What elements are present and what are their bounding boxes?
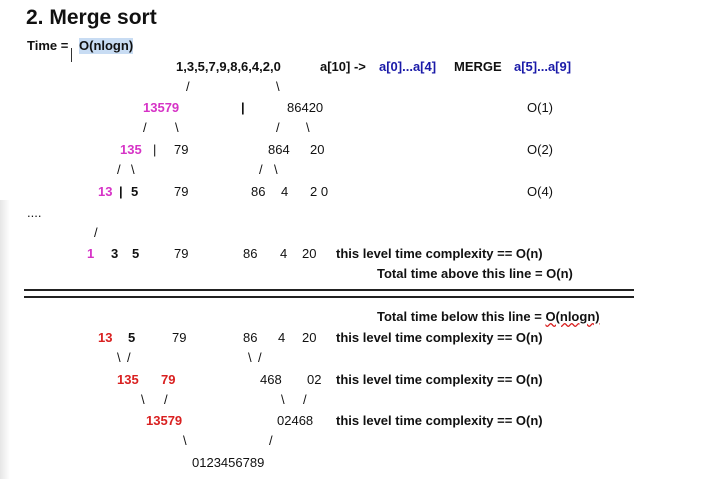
array-description: a[10] ->	[320, 59, 366, 74]
split-slash: /	[276, 120, 280, 135]
level3-divider: |	[119, 184, 123, 199]
level4-d: 79	[174, 246, 189, 261]
merge-backslash: \	[117, 350, 121, 365]
level3-a: 13	[98, 184, 113, 199]
merge1-a: 13	[98, 330, 113, 345]
split-slash: /	[143, 120, 147, 135]
level2-divider: |	[153, 142, 157, 157]
level1-right: 86420	[287, 100, 324, 115]
split-backslash: \	[276, 79, 280, 94]
level3-e: 4	[281, 184, 289, 199]
merge-slash: /	[127, 350, 131, 365]
level1-divider: |	[241, 100, 245, 115]
level1-cost: O(1)	[527, 100, 553, 115]
left-edge-shadow	[0, 200, 10, 479]
merge1-note: this level time complexity == O(n)	[336, 330, 543, 345]
total-below-value: O(nlogn)	[545, 309, 600, 324]
merge3-a: 13579	[146, 413, 183, 428]
split-backslash: \	[274, 162, 278, 177]
separator-line	[24, 289, 634, 298]
level4-e: 86	[243, 246, 258, 261]
level2-right-b: 20	[310, 142, 325, 157]
merge2-note: this level time complexity == O(n)	[336, 372, 543, 387]
sorted-result: 0123456789	[192, 455, 265, 470]
split-backslash: \	[131, 162, 135, 177]
merge-slash: /	[303, 392, 307, 407]
split-slash: /	[186, 79, 190, 94]
left-range: a[0]...a[4]	[379, 59, 437, 74]
split-backslash: \	[306, 120, 310, 135]
merge2-b: 79	[161, 372, 176, 387]
level3-cost: O(4)	[527, 184, 553, 199]
merge-backslash: \	[248, 350, 252, 365]
merge-backslash: \	[281, 392, 285, 407]
right-range: a[5]...a[9]	[514, 59, 572, 74]
level2-cost: O(2)	[527, 142, 553, 157]
section-title: 2. Merge sort	[26, 6, 157, 29]
ellipsis: ....	[27, 205, 42, 220]
level2-left-a: 135	[120, 142, 142, 157]
level3-f: 2 0	[310, 184, 329, 199]
merge1-f: 20	[302, 330, 317, 345]
merge-word: MERGE	[454, 59, 502, 74]
level3-c: 79	[174, 184, 189, 199]
total-above: Total time above this line = O(n)	[377, 266, 573, 281]
level1-left: 13579	[143, 100, 180, 115]
time-label: Time =	[27, 38, 69, 53]
level2-right-a: 864	[268, 142, 290, 157]
merge-slash: /	[258, 350, 262, 365]
merge2-a: 135	[117, 372, 139, 387]
total-below: Total time below this line = O(nlogn)	[377, 309, 600, 325]
split-slash: /	[117, 162, 121, 177]
split-slash: /	[259, 162, 263, 177]
level3-d: 86	[251, 184, 266, 199]
level4-note: this level time complexity == O(n)	[336, 246, 543, 261]
level4-c: 5	[132, 246, 140, 261]
split-slash: /	[94, 225, 98, 240]
split-backslash: \	[175, 120, 179, 135]
time-complexity-value: O(nlogn)	[79, 38, 134, 54]
merge1-b: 5	[128, 330, 136, 345]
merge3-note: this level time complexity == O(n)	[336, 413, 543, 428]
input-array: 1,3,5,7,9,8,6,4,2,0	[176, 59, 281, 74]
level4-a: 1	[87, 246, 95, 261]
merge-backslash: \	[183, 433, 187, 448]
merge-slash: /	[269, 433, 273, 448]
level4-f: 4	[280, 246, 288, 261]
level4-b: 3	[111, 246, 119, 261]
merge1-e: 4	[278, 330, 286, 345]
level2-left-b: 79	[174, 142, 189, 157]
merge2-d: 02	[307, 372, 322, 387]
level3-b: 5	[131, 184, 139, 199]
text-cursor-icon	[71, 48, 72, 62]
merge1-c: 79	[172, 330, 187, 345]
merge2-c: 468	[260, 372, 282, 387]
merge3-b: 02468	[277, 413, 314, 428]
merge-backslash: \	[141, 392, 145, 407]
merge1-d: 86	[243, 330, 258, 345]
merge-slash: /	[164, 392, 168, 407]
total-below-label: Total time below this line =	[377, 309, 546, 324]
level4-g: 20	[302, 246, 317, 261]
